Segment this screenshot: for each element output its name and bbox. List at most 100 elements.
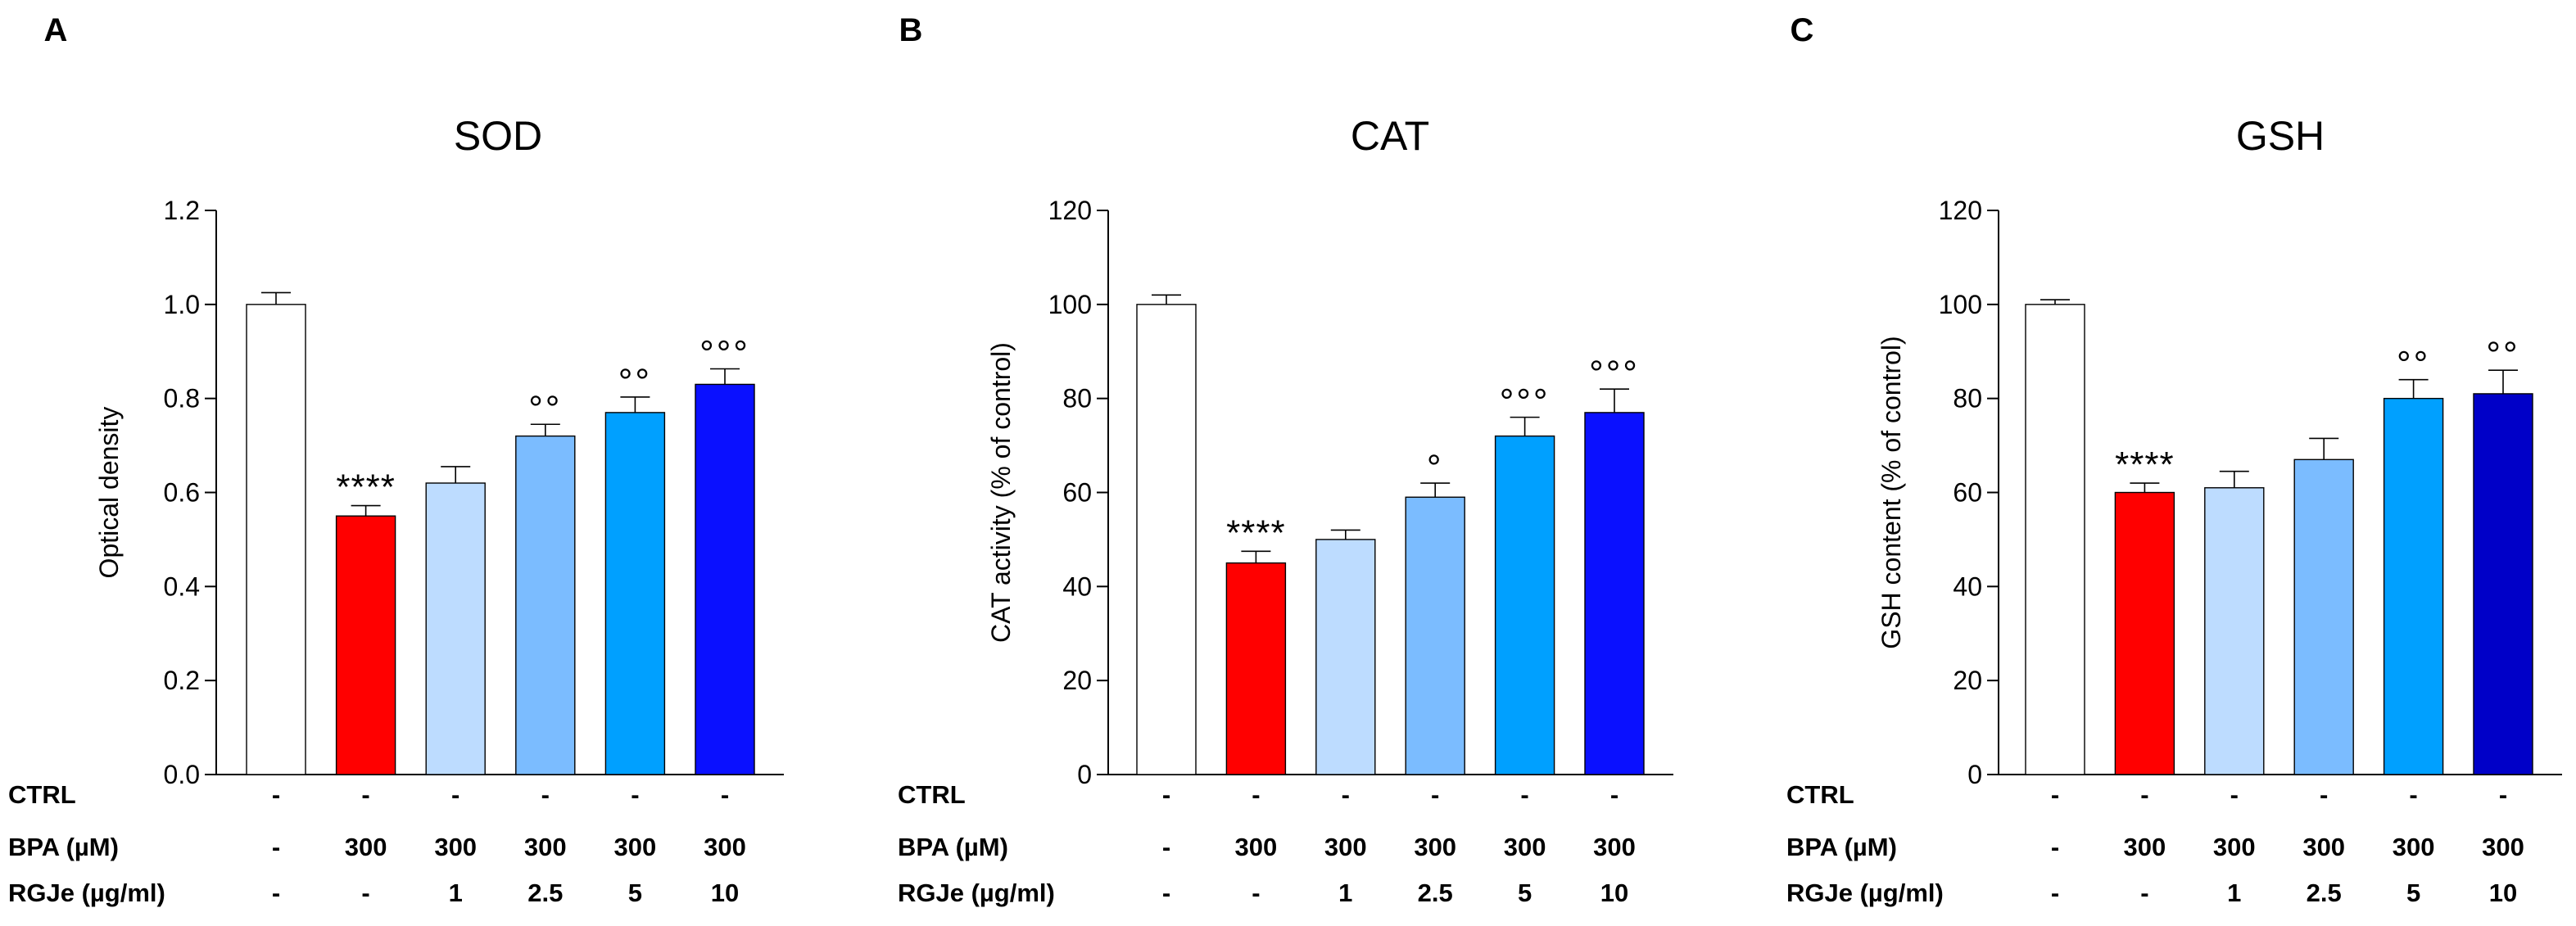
table-cell: - <box>1610 780 1618 809</box>
table-cell: 10 <box>2489 879 2517 907</box>
table-cell: - <box>2140 780 2148 809</box>
table-cell: 2.5 <box>2307 879 2342 907</box>
table-cell: - <box>1431 780 1439 809</box>
y-axis-label: Optical density <box>94 407 124 579</box>
y-tick-label: 40 <box>1062 571 1092 601</box>
chart-title: SOD <box>454 113 542 159</box>
y-tick-label: 80 <box>1953 384 1982 413</box>
significance-circles: °° <box>2397 345 2430 385</box>
table-cell: 300 <box>1235 833 1278 861</box>
significance-stars: **** <box>1226 513 1286 553</box>
table-cell: 10 <box>711 879 739 907</box>
table-cell: - <box>2409 780 2417 809</box>
table-cell: - <box>361 879 369 907</box>
table-cell: 300 <box>2482 833 2524 861</box>
chart-panel-c: C GSH 0 20 40 60 80 100 120 GSH content (% of con… <box>1786 12 2562 907</box>
y-tick-label: 0.4 <box>164 571 200 601</box>
table-cell: 5 <box>2406 879 2420 907</box>
significance-circles: °° <box>2486 335 2519 375</box>
significance-circles: °° <box>618 362 652 402</box>
table-cell: 300 <box>434 833 477 861</box>
panel-letter: C <box>1791 12 1814 48</box>
chart-title: CAT <box>1351 113 1429 159</box>
table-cell: - <box>1342 780 1350 809</box>
table-cell: 1 <box>449 879 463 907</box>
row-label: CTRL <box>8 780 76 809</box>
bar <box>2383 397 2444 775</box>
table-cell: - <box>721 780 729 809</box>
bar <box>1584 412 1645 775</box>
row-label: BPA (µM) <box>8 833 119 861</box>
significance-circles: °°° <box>1589 354 1640 394</box>
table-cell: 5 <box>1518 879 1532 907</box>
table-cell: - <box>1162 833 1170 861</box>
table-cell: - <box>541 780 550 809</box>
table-cell: - <box>272 833 280 861</box>
chart-panel-a: A SOD 0.0 0.2 0.4 0.6 0.8 1.0 1.2 Optical density… <box>8 12 784 907</box>
table-cell: 300 <box>1414 833 1456 861</box>
table-cell: 1 <box>2227 879 2241 907</box>
table-cell: - <box>1162 780 1170 809</box>
bar <box>515 435 576 775</box>
row-label: RGJe (µg/ml) <box>1786 879 1944 907</box>
chart-title: GSH <box>2236 113 2325 159</box>
y-tick-label: 0.6 <box>164 478 200 508</box>
y-tick-label: 1.0 <box>164 290 200 319</box>
row-label: CTRL <box>898 780 966 809</box>
bar <box>2025 304 2085 775</box>
y-axis-label: CAT activity (% of control) <box>986 342 1016 643</box>
bar <box>1405 496 1465 775</box>
table-cell: 300 <box>614 833 657 861</box>
bar <box>1136 304 1197 775</box>
table-cell: - <box>1252 780 1260 809</box>
y-tick-label: 0.2 <box>164 666 200 695</box>
table-cell: 5 <box>628 879 642 907</box>
significance-circles: ° <box>1427 448 1444 488</box>
table-cell: - <box>2230 780 2239 809</box>
y-tick-label: 0 <box>1967 760 1982 789</box>
bar <box>1494 435 1555 775</box>
y-tick-label: 20 <box>1953 666 1982 695</box>
bar <box>2114 491 2175 775</box>
bar <box>335 515 396 775</box>
table-cell: 1 <box>1338 879 1352 907</box>
y-tick-label: 120 <box>1048 196 1092 225</box>
panel-letter: B <box>899 12 923 48</box>
y-tick-label: 40 <box>1953 571 1982 601</box>
bar <box>2293 458 2354 775</box>
table-cell: - <box>2051 879 2059 907</box>
table-cell: - <box>272 780 280 809</box>
table-cell: - <box>2320 780 2328 809</box>
significance-circles: °° <box>528 389 562 429</box>
y-tick-label: 60 <box>1062 478 1092 508</box>
y-tick-label: 20 <box>1062 666 1092 695</box>
y-tick-label: 1.2 <box>164 196 200 225</box>
bar <box>695 383 755 775</box>
significance-circles: °°° <box>1500 382 1551 422</box>
table-cell: 300 <box>2124 833 2166 861</box>
table-cell: 300 <box>345 833 387 861</box>
table-cell: 2.5 <box>527 879 563 907</box>
panel-letter: A <box>44 12 68 48</box>
table-cell: - <box>2499 780 2507 809</box>
significance-circles: °°° <box>699 333 750 373</box>
table-cell: - <box>2051 833 2059 861</box>
y-tick-label: 120 <box>1939 196 1982 225</box>
y-tick-label: 0.8 <box>164 384 200 413</box>
row-label: BPA (µM) <box>1786 833 1897 861</box>
table-cell: - <box>361 780 369 809</box>
table-cell: 300 <box>1593 833 1636 861</box>
y-tick-label: 60 <box>1953 478 1982 508</box>
y-tick-label: 0.0 <box>164 760 200 789</box>
chart-panel-b: B CAT 0 20 40 60 80 100 120 CAT activity (% of co… <box>898 12 1673 907</box>
bar <box>1225 562 1287 775</box>
table-cell: 300 <box>1324 833 1367 861</box>
y-tick-label: 0 <box>1077 760 1092 789</box>
row-label: RGJe (µg/ml) <box>8 879 165 907</box>
bar <box>425 482 486 775</box>
table-cell: - <box>1252 879 1260 907</box>
table-cell: 300 <box>2393 833 2435 861</box>
significance-stars: **** <box>2115 445 2175 485</box>
bar <box>1315 539 1376 775</box>
